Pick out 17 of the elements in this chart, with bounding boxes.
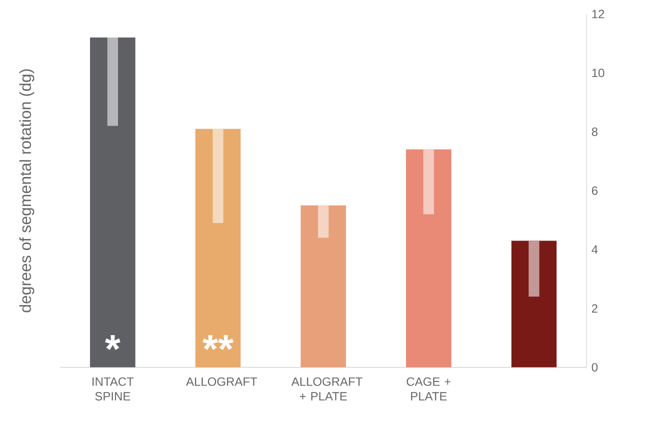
- y-tick-label: 8: [592, 128, 598, 136]
- x-tick-label: ALLOGRAFT: [186, 377, 258, 386]
- y-tick-label: 10: [592, 68, 604, 78]
- x-tick-label: ALLOGRAFT + PLATE: [291, 377, 362, 400]
- y-tick-label: 4: [592, 245, 598, 254]
- bar: [300, 205, 346, 368]
- bar: [406, 149, 452, 368]
- y-tick-label: 12: [592, 10, 604, 18]
- y-axis-title: degrees of segmental rotation (dg): [19, 69, 34, 312]
- y-tick-label: 2: [592, 304, 598, 313]
- bar: [90, 38, 136, 368]
- y-tick-label: 0: [592, 363, 598, 372]
- y-tick-label: 6: [592, 186, 598, 195]
- x-tick-label: INTACT SPINE: [92, 377, 134, 401]
- annotation: **: [202, 335, 234, 350]
- annotation: *: [105, 335, 120, 350]
- x-tick-label: CAGE + PLATE: [406, 377, 451, 400]
